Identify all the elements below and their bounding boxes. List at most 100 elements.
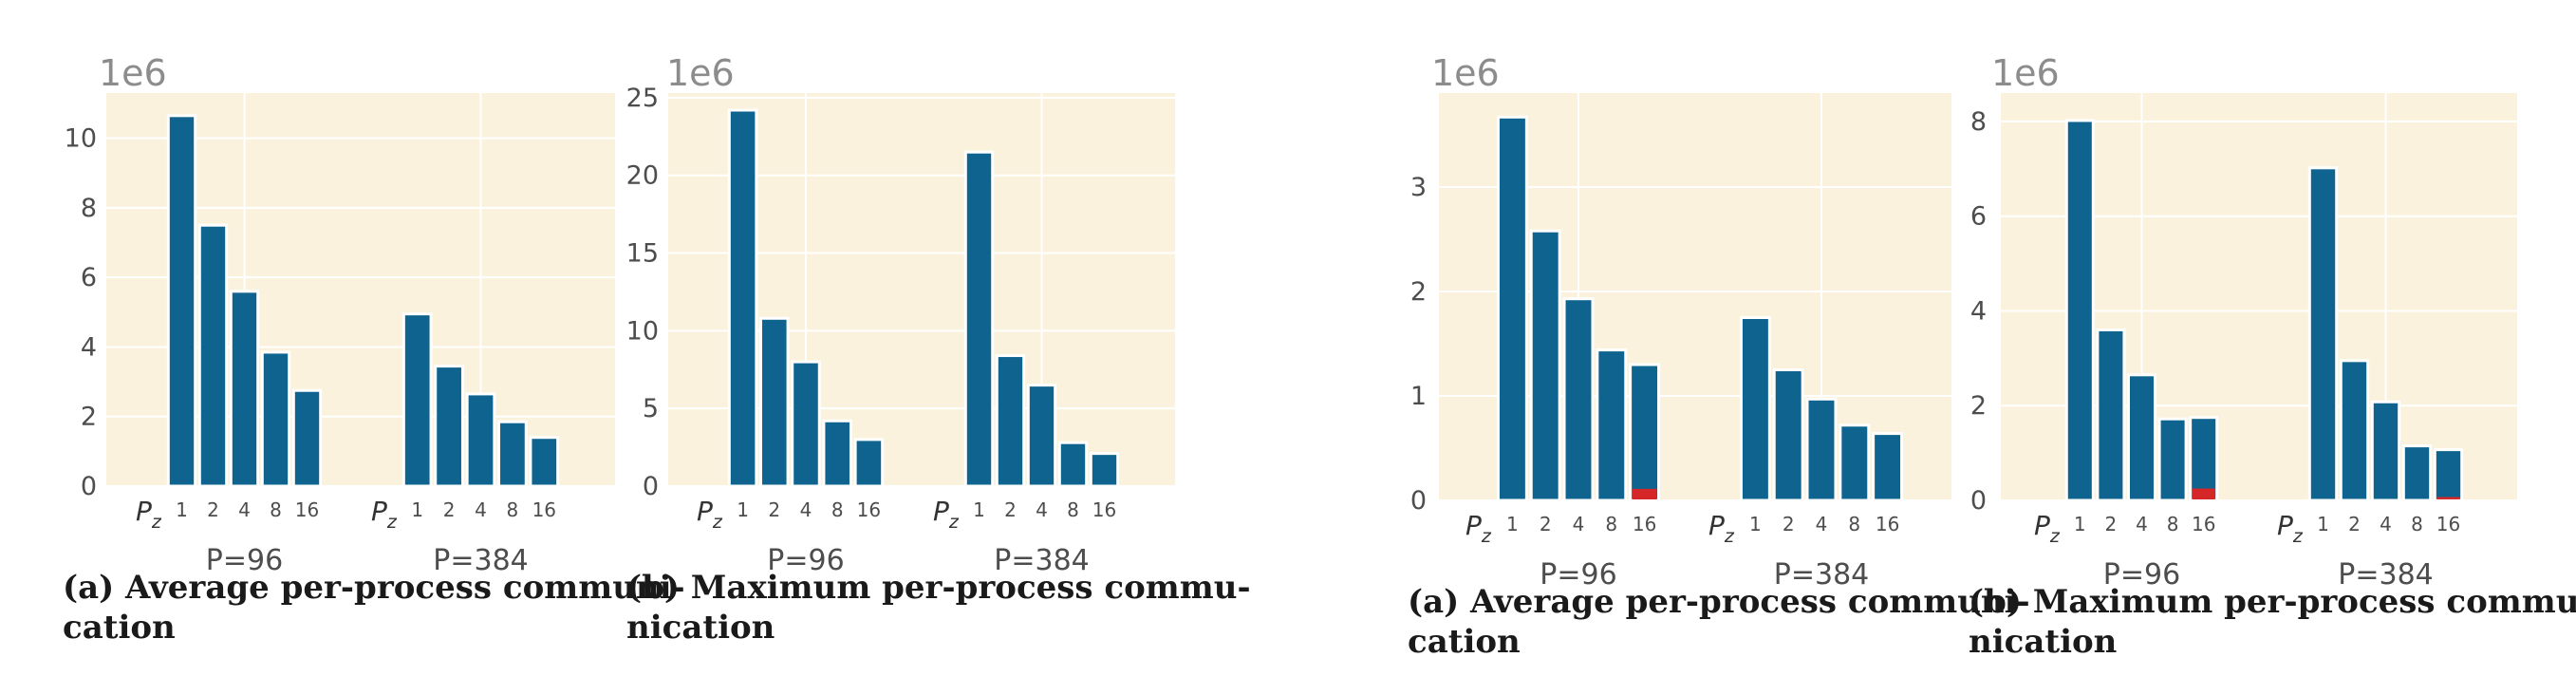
bar bbox=[1026, 384, 1057, 488]
bar bbox=[291, 388, 323, 488]
bar bbox=[822, 419, 852, 488]
y-exponent-label: 1e6 bbox=[1431, 52, 1500, 94]
caption-right-b: (b) Maximum per-process commu- nication bbox=[1969, 582, 2576, 662]
x-tick-label: 4 bbox=[2380, 513, 2392, 535]
x-tick-label: 16 bbox=[1876, 513, 1899, 535]
group-label: P=384 bbox=[994, 544, 1090, 577]
x-tick-label: 4 bbox=[2136, 513, 2148, 535]
pz-label: Pz bbox=[933, 496, 960, 533]
x-tick-label: 4 bbox=[1816, 513, 1828, 535]
x-tick-label: 8 bbox=[1067, 498, 1079, 521]
bar bbox=[995, 354, 1026, 488]
pz-label: Pz bbox=[2034, 510, 2061, 547]
x-tick-label: 4 bbox=[1573, 513, 1585, 535]
y-tick-label: 4 bbox=[1970, 296, 1987, 326]
bar bbox=[1805, 397, 1838, 502]
x-tick-label: 16 bbox=[532, 498, 556, 521]
bar bbox=[465, 392, 496, 488]
group-label: P=384 bbox=[2338, 558, 2434, 592]
x-tick-label: 1 bbox=[737, 498, 749, 521]
x-tick-label: 1 bbox=[1506, 513, 1519, 535]
x-tick-label: 2 bbox=[443, 498, 456, 521]
y-tick-label: 0 bbox=[81, 472, 97, 501]
x-tick-label: 4 bbox=[800, 498, 812, 521]
y-tick-label: 4 bbox=[81, 332, 97, 362]
caption-right-b-line1: (b) Maximum per-process commu- bbox=[1969, 583, 2576, 621]
x-tick-label: 16 bbox=[1092, 498, 1116, 521]
pz-label: Pz bbox=[697, 496, 723, 533]
x-tick-label: 4 bbox=[1036, 498, 1048, 521]
group-label: P=96 bbox=[2103, 558, 2180, 592]
bar bbox=[2157, 417, 2188, 502]
bar bbox=[1739, 316, 1771, 502]
x-tick-label: 8 bbox=[270, 498, 282, 521]
bar bbox=[2096, 328, 2126, 502]
y-tick-label: 5 bbox=[643, 394, 659, 423]
bar bbox=[1839, 423, 1871, 502]
bar bbox=[2064, 119, 2095, 502]
bar bbox=[197, 223, 229, 488]
y-tick-label: 2 bbox=[1970, 391, 1987, 421]
x-tick-label: 1 bbox=[411, 498, 423, 521]
x-tick-label: 8 bbox=[831, 498, 844, 521]
bar bbox=[2370, 400, 2401, 502]
y-tick-label: 10 bbox=[65, 124, 97, 154]
group-label: P=384 bbox=[1774, 558, 1870, 592]
pz-label: Pz bbox=[1708, 510, 1735, 547]
y-tick-label: 3 bbox=[1410, 173, 1427, 202]
x-tick-label: 8 bbox=[1848, 513, 1860, 535]
bar bbox=[260, 350, 291, 488]
x-tick-label: 8 bbox=[507, 498, 519, 521]
bar bbox=[229, 290, 260, 488]
y-exponent-label: 1e6 bbox=[666, 52, 735, 94]
caption-right-a-line1: (a) Average per-process communi- bbox=[1408, 583, 2030, 621]
caption-right-a-line2: cation bbox=[1408, 623, 1521, 661]
x-tick-label: 4 bbox=[238, 498, 251, 521]
y-tick-label: 1 bbox=[1410, 382, 1427, 411]
bar bbox=[2126, 373, 2157, 502]
bar bbox=[2433, 448, 2464, 502]
caption-right-b-line2: nication bbox=[1969, 623, 2118, 661]
bar bbox=[434, 365, 464, 488]
x-tick-label: 8 bbox=[2411, 513, 2423, 535]
bar-highlight-segment bbox=[2436, 497, 2460, 499]
bar bbox=[727, 108, 758, 488]
y-tick-label: 10 bbox=[626, 316, 659, 346]
bar bbox=[1562, 297, 1595, 502]
bar-highlight-segment bbox=[1632, 488, 1657, 499]
bar bbox=[1089, 452, 1120, 488]
x-tick-label: 8 bbox=[2167, 513, 2179, 535]
bar bbox=[759, 316, 790, 488]
caption-left-b-line2: nication bbox=[626, 609, 775, 647]
bar bbox=[1772, 368, 1804, 502]
x-tick-label: 2 bbox=[1004, 498, 1017, 521]
bar bbox=[1629, 363, 1661, 502]
bar bbox=[529, 436, 560, 488]
y-tick-label: 0 bbox=[1410, 486, 1427, 516]
y-tick-label: 2 bbox=[81, 403, 97, 432]
x-tick-label: 1 bbox=[1749, 513, 1762, 535]
caption-left-a: (a) Average per-process communi- cation bbox=[63, 568, 685, 648]
x-tick-label: 2 bbox=[1783, 513, 1795, 535]
pz-label: Pz bbox=[371, 496, 398, 533]
group-label: P=96 bbox=[206, 544, 283, 577]
pz-label: Pz bbox=[2277, 510, 2304, 547]
bar bbox=[497, 420, 528, 488]
caption-left-b: (b) Maximum per-process commu- nication bbox=[626, 568, 1251, 648]
bar bbox=[2307, 166, 2339, 502]
y-exponent-label: 1e6 bbox=[99, 52, 167, 94]
y-tick-label: 8 bbox=[1970, 107, 1987, 137]
y-tick-label: 0 bbox=[1970, 486, 1987, 516]
bar bbox=[1057, 441, 1089, 488]
y-tick-label: 6 bbox=[81, 263, 97, 292]
bar bbox=[2189, 416, 2219, 502]
x-tick-label: 16 bbox=[2436, 513, 2460, 535]
bar bbox=[963, 150, 995, 488]
x-tick-label: 2 bbox=[2348, 513, 2361, 535]
bar bbox=[791, 360, 821, 488]
x-tick-label: 1 bbox=[973, 498, 985, 521]
